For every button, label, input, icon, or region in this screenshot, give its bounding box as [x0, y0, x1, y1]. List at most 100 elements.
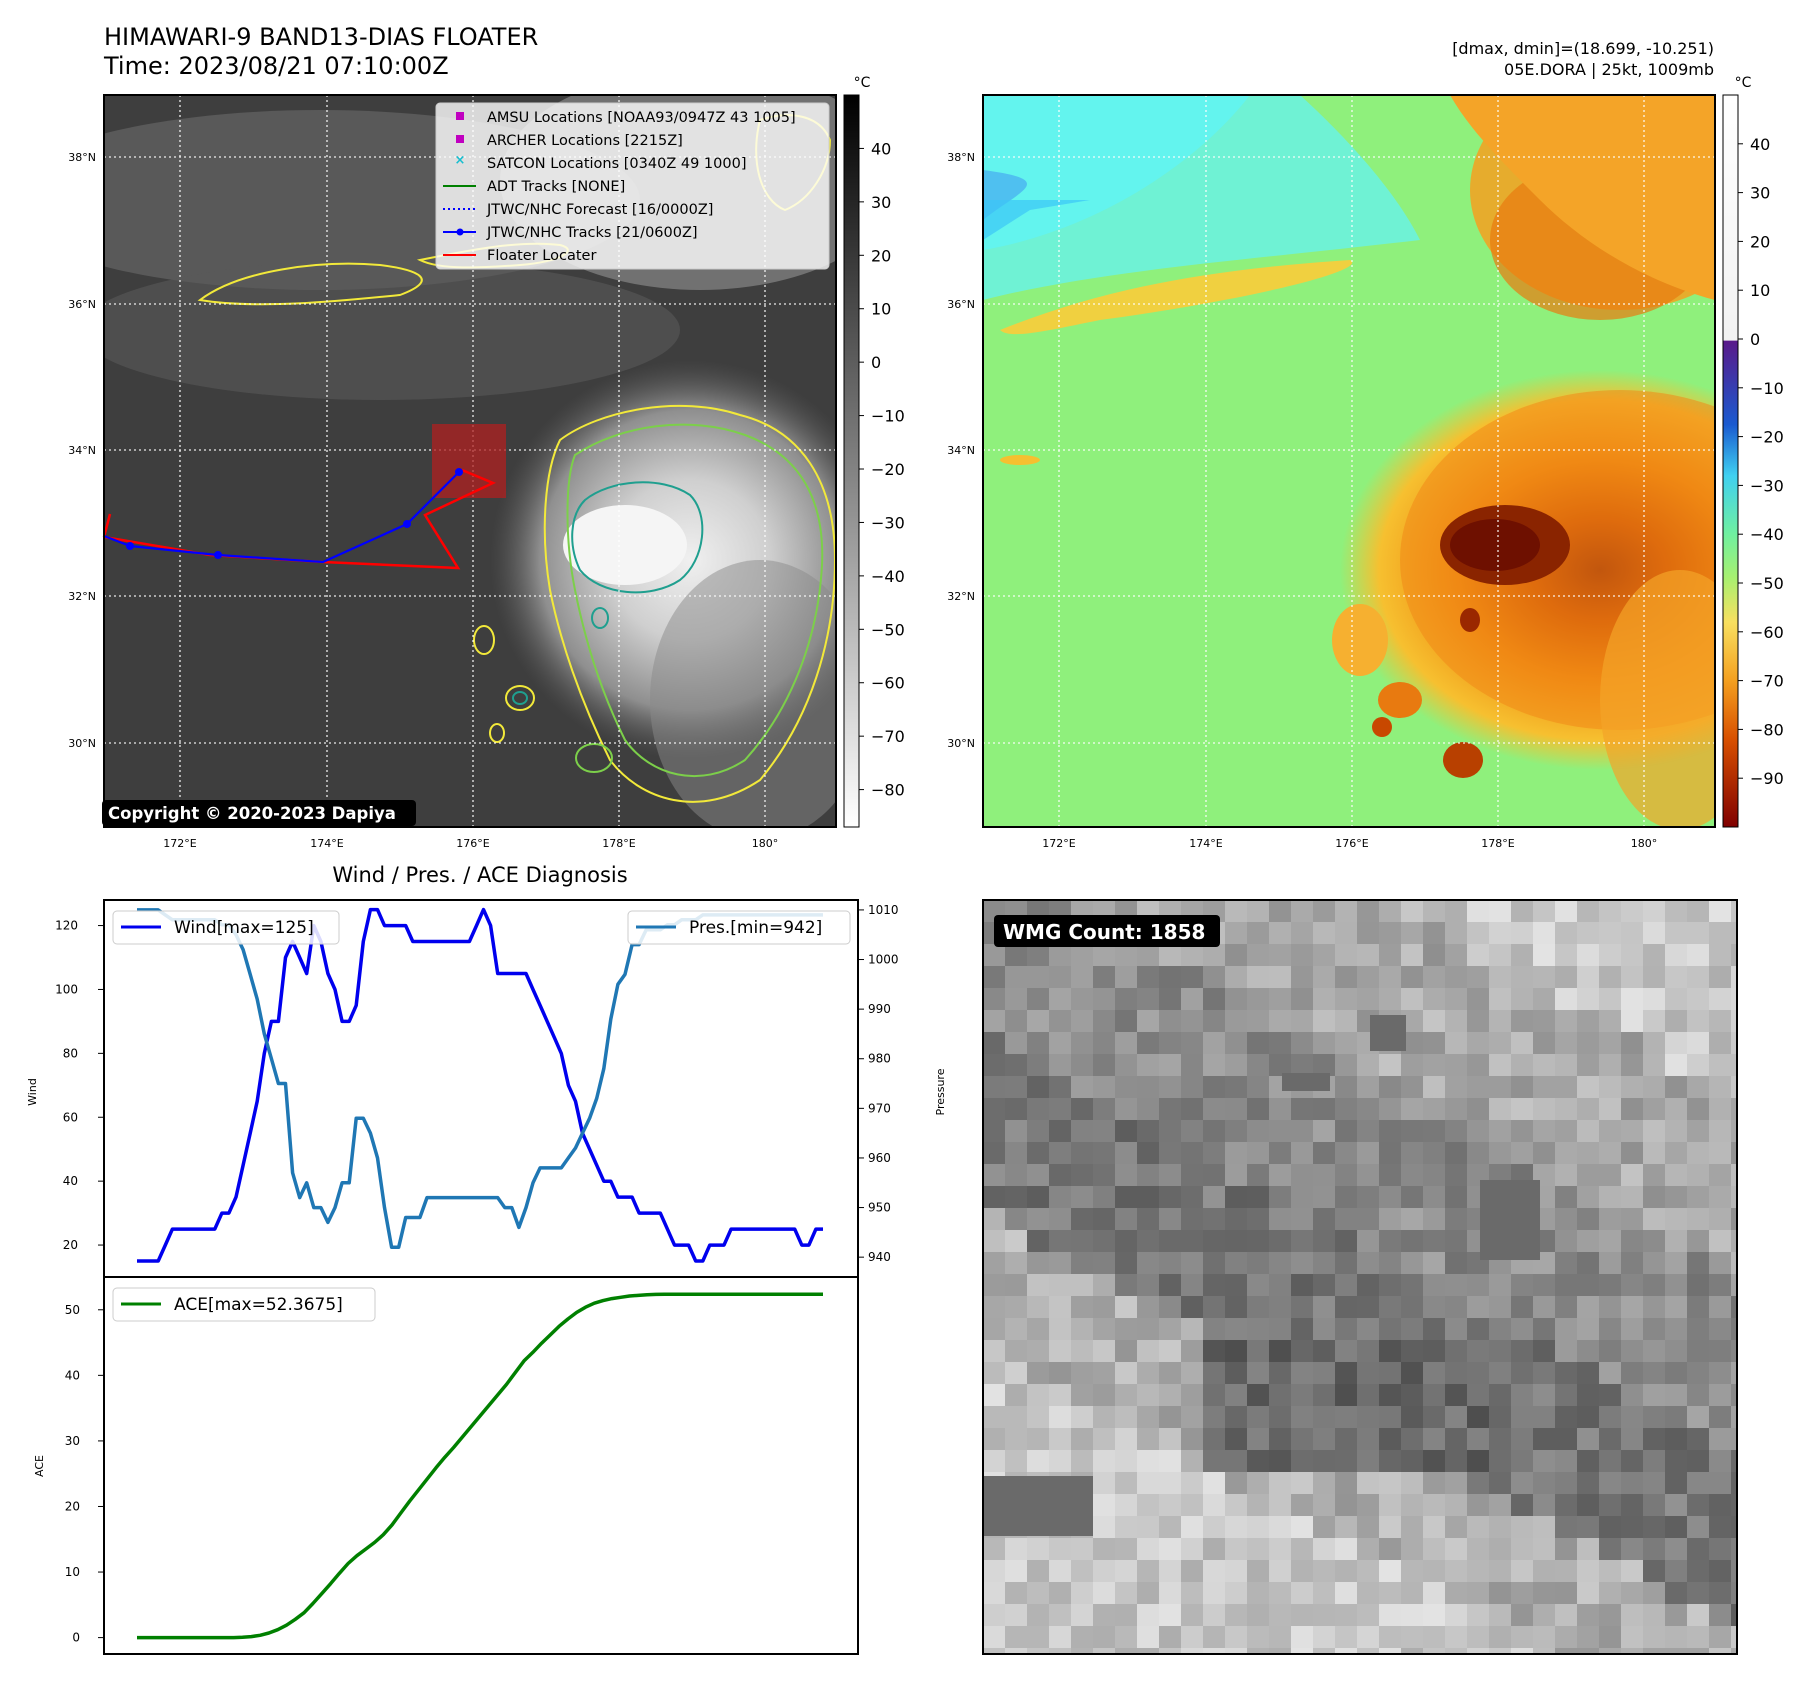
wmg-tile [1181, 1032, 1204, 1055]
wmg-tile [1687, 1120, 1710, 1143]
wmg-tile [1005, 988, 1028, 1011]
wmg-tile [1445, 1428, 1468, 1451]
wmg-tile [1005, 1142, 1028, 1165]
wmg-tile [1709, 1164, 1732, 1187]
pressure-tick-label: 990 [868, 1002, 891, 1016]
wmg-tile [1203, 1098, 1226, 1121]
wmg-tile [1709, 1032, 1732, 1055]
wmg-frame [982, 899, 1738, 1655]
wmg-tile [983, 1076, 1006, 1099]
color-colorbar-tick-label: 20 [1750, 232, 1770, 251]
wmg-tile [1599, 1450, 1622, 1473]
ir-color-map: 38°N 36°N 34°N 32°N 30°N 172°E 174°E 176… [947, 94, 1716, 850]
color-colorbar-unit: °C [1735, 75, 1752, 91]
wmg-tile [1401, 1384, 1424, 1407]
wmg-tile [1621, 1010, 1644, 1033]
wmg-tile [1599, 1142, 1622, 1165]
wmg-tile [1599, 966, 1622, 989]
wmg-tile [1181, 1186, 1204, 1209]
wmg-tile [1357, 1230, 1380, 1253]
wmg-tile [1203, 1208, 1226, 1231]
wmg-tile [1071, 1538, 1094, 1561]
wmg-tile [1225, 1340, 1248, 1363]
wmg-tile [1709, 1516, 1732, 1539]
wmg-tile [1247, 1032, 1270, 1055]
wmg-tile [1709, 900, 1732, 923]
wmg-tile [983, 1560, 1006, 1583]
wmg-tile [983, 1142, 1006, 1165]
wmg-tile [1599, 1582, 1622, 1605]
wmg-tile [1709, 1384, 1732, 1407]
wmg-tile [1643, 1450, 1666, 1473]
wmg-tile [1621, 1076, 1644, 1099]
gray-colorbar-tick-label: −30 [871, 513, 905, 532]
wmg-tile [1621, 1230, 1644, 1253]
wmg-tile [1291, 1098, 1314, 1121]
wmg-tile [1577, 1032, 1600, 1055]
wmg-tile [1071, 1318, 1094, 1341]
wmg-tile [1621, 988, 1644, 1011]
ace-axis-label: ACE [33, 1455, 46, 1477]
wmg-tile [1005, 1208, 1028, 1231]
wmg-tile [1313, 1186, 1336, 1209]
wmg-tile [1533, 1142, 1556, 1165]
wmg-tile [1731, 988, 1737, 1011]
wmg-tile [1313, 1362, 1336, 1385]
wmg-tile [1005, 1076, 1028, 1099]
wmg-tile [1599, 1098, 1622, 1121]
wmg-tile [1005, 1648, 1028, 1654]
wmg-tile [1731, 1626, 1737, 1649]
wmg-tile [1555, 1406, 1578, 1429]
wmg-tile [1027, 966, 1050, 989]
wmg-tile [1555, 1076, 1578, 1099]
wmg-tile [1423, 1318, 1446, 1341]
wmg-tile [1225, 1362, 1248, 1385]
wmg-tile [1401, 922, 1424, 945]
pressure-tick-label: 940 [868, 1250, 891, 1264]
wmg-tile [1159, 1296, 1182, 1319]
wmg-tile [1445, 1362, 1468, 1385]
wmg-tile [1511, 922, 1534, 945]
wmg-tile [1709, 1230, 1732, 1253]
wmg-tile [1269, 1648, 1292, 1654]
wmg-tile [1269, 1340, 1292, 1363]
gray-colorbar-tick-label: −20 [871, 460, 905, 479]
wmg-tile [1511, 1626, 1534, 1649]
wmg-tile [1599, 1428, 1622, 1451]
wmg-tile [1115, 1054, 1138, 1077]
wmg-tile [1731, 1340, 1737, 1363]
wmg-tile [1401, 1296, 1424, 1319]
wmg-tile [1445, 922, 1468, 945]
wmg-tile [1313, 944, 1336, 967]
wmg-tile [1313, 1054, 1336, 1077]
wmg-tile [1731, 1120, 1737, 1143]
wmg-tile [1687, 1186, 1710, 1209]
pressure-tick-label: 960 [868, 1151, 891, 1165]
wmg-tile [1467, 1538, 1490, 1561]
wmg-tile [1225, 1098, 1248, 1121]
wmg-tile [1247, 1076, 1270, 1099]
wmg-tile [1005, 1252, 1028, 1275]
wmg-tile [1071, 1120, 1094, 1143]
map1-lat-32: 32°N [68, 590, 96, 603]
wmg-tile [1093, 966, 1116, 989]
wmg-tile [1225, 1604, 1248, 1627]
wmg-tile [1401, 1626, 1424, 1649]
wmg-tile [1335, 1208, 1358, 1231]
map2-lat-30: 30°N [947, 737, 975, 750]
wmg-tile [983, 1296, 1006, 1319]
wmg-tile [1709, 1538, 1732, 1561]
wmg-tile [1247, 1252, 1270, 1275]
wmg-tile [1071, 1274, 1094, 1297]
wmg-tile [983, 1032, 1006, 1055]
wmg-tile [1357, 1516, 1380, 1539]
wmg-tile [1445, 1318, 1468, 1341]
wmg-tile [1005, 1120, 1028, 1143]
copyright-badge [102, 800, 416, 826]
wmg-tile [1665, 1516, 1688, 1539]
wmg-tile [1467, 1648, 1490, 1654]
wmg-tile [1533, 1054, 1556, 1077]
wmg-tile [1291, 944, 1314, 967]
wmg-tile [1027, 1252, 1050, 1275]
wmg-tile [1093, 1032, 1116, 1055]
